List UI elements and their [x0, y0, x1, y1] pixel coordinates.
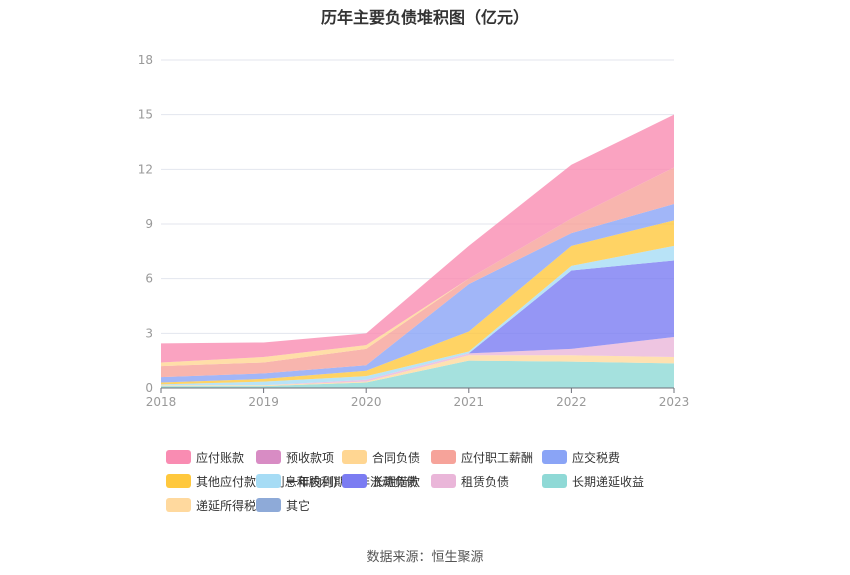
data-source: 数据来源：恒生聚源 [366, 550, 484, 565]
x-tick-label: 2022 [556, 395, 587, 409]
legend-swatch [166, 450, 191, 464]
legend-swatch [256, 450, 281, 464]
legend-item[interactable]: 合同负债 [342, 449, 420, 465]
stacked-area-chart: 0 3 6 9 12 15 18 2018 2019 2020 2021 2022 2023 [138, 53, 690, 409]
chart-title: 历年主要负债堆积图（亿元） [320, 8, 529, 27]
axes: 0 3 6 9 12 15 18 2018 2019 2020 2021 2022 2023 [138, 53, 690, 409]
legend-swatch [342, 450, 367, 464]
y-tick-label: 0 [145, 381, 153, 395]
legend-label: 应付账款 [196, 450, 245, 465]
legend-swatch [542, 474, 567, 488]
legend-swatch [166, 474, 191, 488]
legend-label: 其它 [286, 498, 311, 513]
x-tick-label: 2019 [248, 395, 279, 409]
legend-label: 长期递延收益 [572, 474, 645, 489]
legend-swatch [431, 474, 456, 488]
legend-label: 长期借款 [372, 474, 421, 489]
x-tick-label: 2023 [659, 395, 690, 409]
legend-item[interactable]: 其它 [256, 497, 310, 513]
y-tick-label: 15 [138, 108, 153, 122]
y-tick-label: 18 [138, 53, 153, 67]
y-tick-label: 12 [138, 162, 153, 176]
area-series-7 [161, 203, 674, 383]
legend-label: 租赁负债 [461, 474, 510, 489]
x-tick-label: 2020 [351, 395, 382, 409]
x-tick-label: 2021 [454, 395, 485, 409]
x-tick-label: 2018 [146, 395, 177, 409]
legend-label: 应付职工薪酬 [461, 450, 534, 465]
area-series [161, 114, 674, 388]
legend-swatch [542, 450, 567, 464]
legend-swatch [256, 498, 281, 512]
area-series-0 [161, 360, 674, 388]
area-series-4 [161, 260, 674, 386]
y-tick-label: 6 [145, 272, 153, 286]
legend-swatch [431, 450, 456, 464]
legend-label: 合同负债 [372, 450, 421, 465]
legend-item[interactable]: 应付账款 [166, 449, 244, 465]
legend-item[interactable]: 应付职工薪酬 [431, 449, 533, 465]
area-series-6 [161, 220, 674, 385]
legend-swatch [256, 474, 281, 488]
legend-swatch [166, 498, 191, 512]
y-tick-label: 9 [145, 217, 153, 231]
y-tick-label: 3 [145, 326, 153, 340]
legend-label: 应交税费 [572, 450, 621, 465]
legend-swatch [342, 474, 367, 488]
legend-item[interactable]: 预收款项 [256, 449, 334, 465]
legend-item[interactable]: 长期递延收益 [542, 473, 644, 489]
area-series-1 [161, 355, 674, 387]
area-series-5 [161, 245, 674, 386]
legend-item[interactable]: 租赁负债 [431, 473, 509, 489]
legend-item[interactable]: 应交税费 [542, 449, 620, 465]
legend-item[interactable]: 长期借款 [342, 473, 420, 489]
legend-label: 预收款项 [286, 450, 335, 465]
